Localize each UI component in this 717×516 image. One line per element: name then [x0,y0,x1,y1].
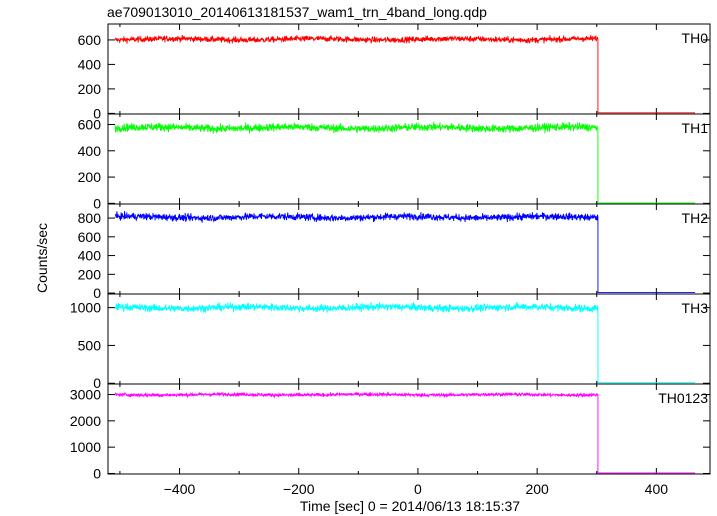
y-tick-label: 0 [93,465,101,481]
panel-th3: 0 500 1000 TH3 [70,293,711,391]
x-tick-labels: −400 −200 0 200 400 [164,481,668,497]
x-tick-label: −400 [164,481,196,497]
x-tick-label: 0 [414,481,422,497]
y-tick-label: 0 [93,375,101,391]
y-tick-label: 400 [78,143,102,159]
panel-label: TH1 [682,120,709,136]
y-tick-label: 2000 [70,413,101,429]
series-th0 [114,34,696,114]
series-th2 [114,211,696,294]
y-tick-label: 0 [93,105,101,121]
panel-label: TH0123 [658,390,708,406]
y-axis-label: Counts/sec [34,223,50,293]
panel-th2: 0 200 400 600 800 TH2 [78,203,711,301]
panel-th0: 0 200 400 600 TH0 [78,23,711,121]
chart-title: ae709013010_20140613181537_wam1_trn_4ban… [107,4,487,20]
y-tick-label: 3000 [70,387,101,403]
x-tick-label: 400 [645,481,669,497]
y-tick-label: 400 [78,248,102,264]
y-tick-label: 1000 [70,439,101,455]
y-tick-label: 0 [93,195,101,211]
panel-th0123: 0 1000 2000 3000 TH0123 [70,383,711,481]
y-tick-label: 200 [78,169,102,185]
y-tick-label: 200 [78,266,102,282]
panel-th1: 0 200 400 600 TH1 [78,113,711,211]
y-tick-label: 1000 [70,300,101,316]
x-tick-label: 200 [525,481,549,497]
panel-group: 0 200 400 600 TH0 0 200 400 600 TH1 0 200 400 600 800 T… [70,23,711,481]
panel-label: TH0 [682,30,709,46]
y-tick-label: 200 [78,81,102,97]
panel-frame [107,383,711,475]
x-tick-label: −200 [283,481,315,497]
panel-label: TH3 [682,300,709,316]
y-tick-label: 600 [78,117,102,133]
x-axis-label: Time [sec] 0 = 2014/06/13 18:15:37 [300,498,520,514]
y-tick-label: 500 [78,337,102,353]
series-th3 [114,302,696,384]
series-th0123 [114,391,696,474]
y-tick-label: 800 [78,210,102,226]
y-tick-label: 400 [78,56,102,72]
y-tick-label: 0 [93,285,101,301]
panel-label: TH2 [682,210,709,226]
y-tick-label: 600 [78,32,102,48]
series-th1 [114,121,696,204]
y-tick-label: 600 [78,229,102,245]
